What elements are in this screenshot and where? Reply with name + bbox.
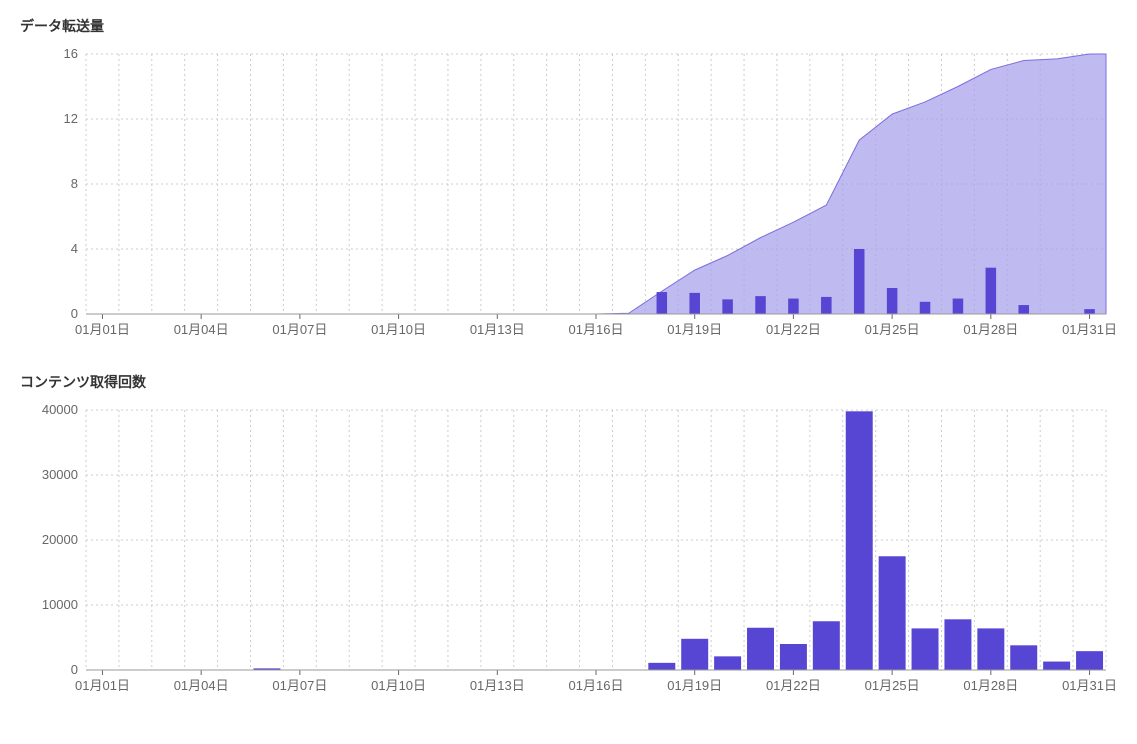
bar: [1076, 651, 1103, 670]
bar: [1010, 645, 1037, 670]
bar: [1018, 305, 1029, 314]
bar: [1043, 662, 1070, 670]
bar: [689, 293, 700, 314]
bar: [854, 249, 865, 314]
content_fetch-chart-plot: 0 10000 20000 30000 40000 01月01日 01月04日 01月07日 0…: [16, 400, 1121, 700]
data_transfer-chart-title: データ転送量: [20, 16, 1121, 36]
y-tick-label: 8: [71, 176, 78, 191]
y-tick-label: 0: [71, 306, 78, 321]
y-tick-label: 0: [71, 662, 78, 677]
data_transfer-chart-plot: 0 4 8 12 16 01月01日 01月04日 01月07日 01月10日 01月13日 01月…: [16, 44, 1121, 344]
bar: [953, 299, 964, 314]
bar: [681, 639, 708, 670]
bar: [648, 663, 675, 670]
x-tick-label: 01月25日: [865, 322, 920, 337]
x-tick-label: 01月07日: [272, 322, 327, 337]
y-tick-label: 10000: [42, 597, 78, 612]
bar: [920, 302, 931, 314]
y-tick-label: 30000: [42, 467, 78, 482]
x-tick-label: 01月31日: [1062, 678, 1116, 693]
x-tick-label: 01月10日: [371, 678, 426, 693]
x-tick-label: 01月16日: [569, 322, 624, 337]
bar: [887, 288, 898, 314]
x-tick-label: 01月07日: [272, 678, 327, 693]
bar: [780, 644, 807, 670]
x-tick-label: 01月22日: [766, 322, 821, 337]
x-tick-label: 01月01日: [75, 322, 130, 337]
data_transfer-chart: データ転送量 0 4 8 12 16 01月01日 01月04日 01月07日 01月10日 01月…: [16, 16, 1121, 344]
bar: [788, 299, 799, 314]
bar: [1084, 309, 1095, 314]
x-tick-label: 01月10日: [371, 322, 426, 337]
data_transfer-svg: 0 4 8 12 16 01月01日 01月04日 01月07日 01月10日 01月13日 01月…: [16, 44, 1116, 344]
bar: [813, 621, 840, 670]
x-tick-label: 01月04日: [174, 322, 229, 337]
y-tick-label: 4: [71, 241, 78, 256]
bar: [747, 628, 774, 670]
y-tick-label: 16: [64, 46, 78, 61]
bar: [977, 628, 1004, 670]
bar: [912, 628, 939, 670]
content_fetch-chart-title: コンテンツ取得回数: [20, 372, 1121, 392]
y-tick-label: 20000: [42, 532, 78, 547]
bar: [879, 556, 906, 670]
x-tick-label: 01月13日: [470, 678, 525, 693]
y-tick-label: 12: [64, 111, 78, 126]
bar: [944, 619, 971, 670]
x-tick-label: 01月01日: [75, 678, 130, 693]
x-tick-label: 01月19日: [667, 322, 722, 337]
bar: [846, 411, 873, 670]
x-tick-label: 01月13日: [470, 322, 525, 337]
content_fetch-svg: 0 10000 20000 30000 40000 01月01日 01月04日 01月07日 0…: [16, 400, 1116, 700]
bar: [722, 299, 733, 314]
bar: [755, 296, 766, 314]
x-tick-label: 01月04日: [174, 678, 229, 693]
x-tick-label: 01月16日: [569, 678, 624, 693]
bar: [657, 292, 668, 314]
x-tick-label: 01月25日: [865, 678, 920, 693]
x-tick-label: 01月28日: [963, 678, 1018, 693]
y-tick-label: 40000: [42, 402, 78, 417]
x-tick-label: 01月19日: [667, 678, 722, 693]
bar: [821, 297, 832, 314]
x-tick-label: 01月22日: [766, 678, 821, 693]
x-tick-label: 01月28日: [963, 322, 1018, 337]
x-tick-label: 01月31日: [1062, 322, 1116, 337]
bar: [714, 656, 741, 670]
content_fetch-chart: コンテンツ取得回数 0 10000 20000 30000 40000 01月01日 01月0…: [16, 372, 1121, 700]
bar: [986, 268, 997, 314]
